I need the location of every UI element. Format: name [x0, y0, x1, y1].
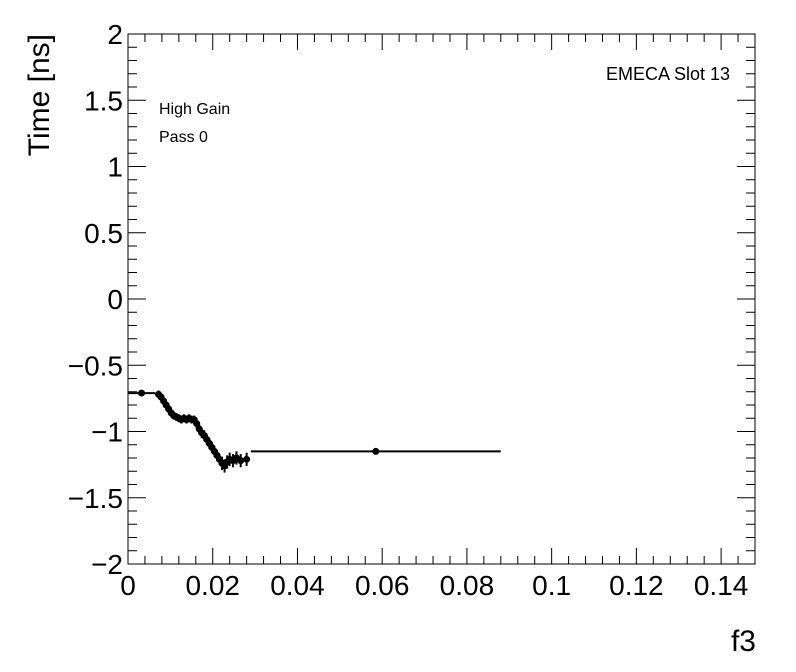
y-tick-label: 0.5: [84, 218, 123, 249]
y-tick-labels: 2 1.5 1 0.5 0 −0.5 −1 −1.5 −2: [68, 19, 123, 580]
x-tick-label: 0.08: [440, 570, 495, 601]
y-tick-label: −2: [91, 549, 123, 580]
y-tick-label: −1.5: [68, 483, 123, 514]
axis-ticks: [127, 33, 756, 565]
x-tick-label: 0.06: [355, 570, 410, 601]
y-tick-label: −0.5: [68, 350, 123, 381]
x-tick-label: 0.14: [694, 570, 749, 601]
x-tick-label: 0.1: [532, 570, 571, 601]
point-marker: [138, 389, 146, 397]
point-marker: [243, 455, 251, 463]
data-point: [237, 454, 245, 468]
x-tick-label: 0.04: [270, 570, 325, 601]
gain-annotation: High Gain: [159, 101, 230, 118]
y-tick-label: 1.5: [84, 85, 123, 116]
x-tick-label: 0: [120, 570, 136, 601]
x-tick-label: 0.12: [609, 570, 664, 601]
y-tick-label: −1: [91, 417, 123, 448]
data-points: [128, 389, 501, 473]
y-tick-label: 1: [107, 152, 123, 183]
slot-annotation: EMECA Slot 13: [606, 64, 730, 84]
pass-annotation: Pass 0: [159, 129, 208, 146]
x-tick-label: 0.02: [185, 570, 240, 601]
x-tick-labels: 0 0.02 0.04 0.06 0.08 0.1 0.12 0.14: [120, 570, 748, 601]
y-axis-label: Time [ns]: [23, 34, 56, 156]
y-tick-label: 2: [107, 19, 123, 50]
data-point: [243, 452, 251, 466]
y-tick-label: 0: [107, 284, 123, 315]
point-marker: [372, 447, 380, 455]
data-point: [250, 447, 501, 455]
x-axis-label: f3: [731, 625, 756, 658]
point-marker: [237, 457, 245, 465]
data-point: [128, 389, 156, 397]
